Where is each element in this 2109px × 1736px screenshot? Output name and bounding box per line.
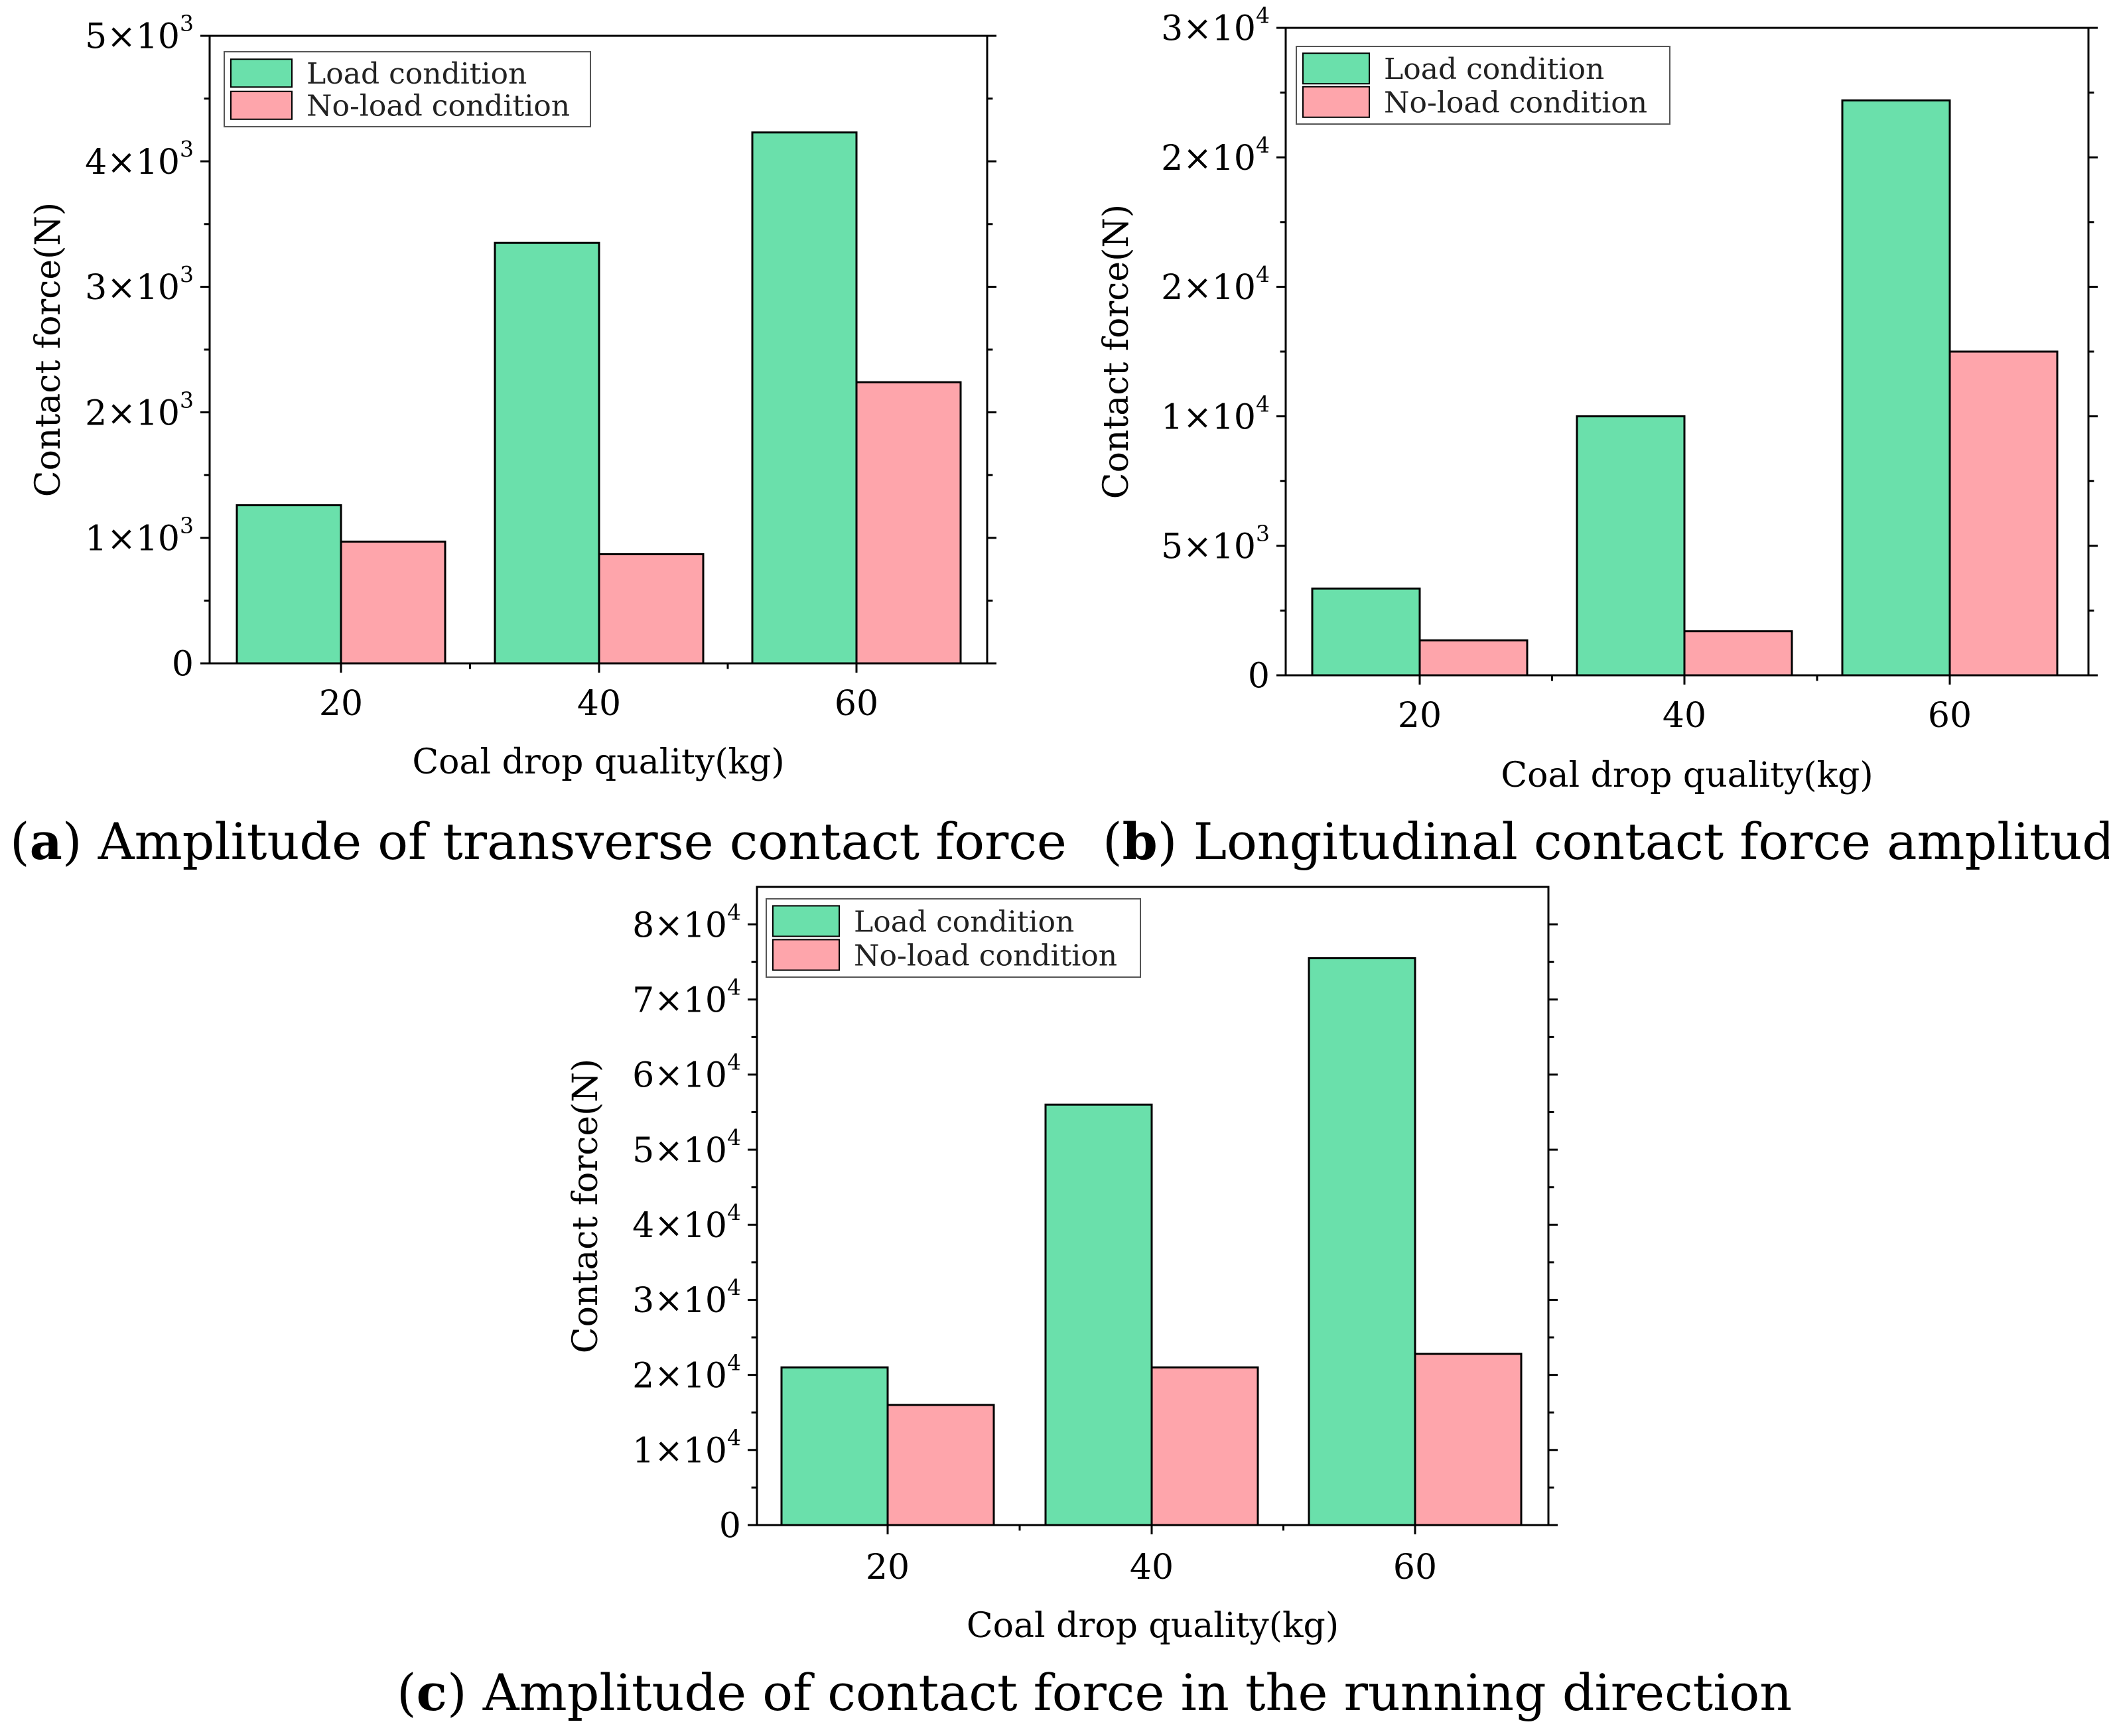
bar-noload-60 (1414, 1353, 1523, 1526)
legend-swatch-load (230, 58, 293, 88)
legend-label-load: Load condition (1384, 52, 1604, 86)
x-axis-label: Coal drop quality(kg) (1501, 756, 1873, 795)
bars (236, 131, 962, 665)
caption-text: Longitudinal contact force amplitude (1193, 812, 2109, 871)
x-tick-label: 60 (1393, 1548, 1437, 1587)
bar-noload-40 (1683, 630, 1793, 677)
legend-label-noload: No-load condition (306, 90, 570, 123)
y-tick-label: 3×103 (85, 261, 194, 308)
x-tick-label: 40 (1130, 1548, 1174, 1587)
y-tick-label: 1×104 (1161, 391, 1270, 437)
panel-caption: (c) Amplitude of contact force in the ru… (397, 1663, 1792, 1722)
y-tick-label: 5×103 (85, 11, 194, 57)
y-tick-label: 2×104 (1161, 132, 1270, 178)
legend-label-load: Load condition (854, 905, 1074, 939)
y-tick-label: 6×104 (632, 1049, 741, 1096)
x-axis-label: Coal drop quality(kg) (412, 742, 784, 782)
y-axis-label: Contact force(N) (29, 202, 68, 497)
y-tick-label: 4×104 (632, 1199, 741, 1246)
y-tick-label: 2×104 (632, 1349, 741, 1396)
y-axis: 0 5×103 1×104 2×104 2×104 3×104 (1161, 3, 2098, 697)
y-tick-label: 2×103 (85, 387, 194, 433)
legend-label-load: Load condition (306, 57, 527, 91)
bar-load-40 (1576, 415, 1686, 677)
bar-load-40 (1044, 1103, 1153, 1526)
bars (1311, 99, 2059, 677)
bar-noload-60 (1948, 350, 2059, 677)
legend-swatch-load (1302, 52, 1370, 85)
y-tick-label: 4×103 (85, 136, 194, 182)
legend-swatch-noload (230, 90, 293, 120)
x-axis-label: Coal drop quality(kg) (967, 1606, 1339, 1646)
y-axis: 0 1×104 2×104 3×104 4×104 5×104 6×104 7×104 8×10… (632, 899, 1558, 1546)
x-axis: 20 40 60 (1398, 675, 1972, 736)
y-tick-label: 3×104 (632, 1274, 741, 1321)
y-tick-label: 7×104 (632, 974, 741, 1020)
legend-swatch-noload (1302, 86, 1370, 118)
y-tick-label: 0 (719, 1506, 741, 1546)
bar-noload-20 (1418, 639, 1529, 677)
y-tick-label: 1×103 (85, 513, 194, 559)
bars (780, 957, 1523, 1526)
caption-letter: b (1123, 812, 1158, 871)
bar-noload-20 (886, 1404, 995, 1526)
y-tick-label: 0 (172, 645, 194, 685)
caption-text: Amplitude of transverse contact force (98, 812, 1067, 871)
bar-load-40 (494, 241, 600, 665)
y-axis-label: Contact force(N) (566, 1059, 606, 1353)
bar-load-20 (236, 504, 342, 665)
x-axis: 20 40 60 (866, 1525, 1437, 1587)
y-tick-label: 2×104 (1161, 261, 1270, 308)
bar-load-60 (1841, 99, 1951, 677)
bar-noload-60 (855, 381, 962, 665)
bar-load-20 (1311, 587, 1421, 677)
chart-panel-b: 0 5×103 1×104 2×104 2×104 3×104 20 40 60 Coal dro… (1097, 3, 2109, 871)
x-tick-label: 20 (866, 1548, 910, 1587)
x-tick-label: 40 (1663, 696, 1706, 736)
bar-noload-20 (340, 540, 446, 665)
y-tick-label: 1×104 (632, 1425, 741, 1471)
y-tick-label: 3×104 (1161, 3, 1270, 49)
x-tick-label: 20 (1398, 696, 1442, 736)
legend-swatch-load (772, 905, 840, 937)
y-tick-label: 5×104 (632, 1124, 741, 1171)
x-tick-label: 40 (577, 684, 621, 724)
x-tick-label: 60 (835, 684, 878, 724)
chart-panels: 0 1×103 2×103 3×103 4×103 5×103 20 40 60 Coal dro… (10, 3, 2109, 1722)
legend-swatch-noload (772, 939, 840, 971)
panel-caption: (b) Longitudinal contact force amplitude (1103, 812, 2109, 871)
bar-load-20 (780, 1366, 889, 1526)
panel-caption: (a) Amplitude of transverse contact forc… (10, 812, 1067, 871)
bar-noload-40 (598, 553, 705, 665)
x-tick-label: 20 (319, 684, 363, 724)
caption-letter: c (417, 1663, 447, 1722)
legend-label-noload: No-load condition (854, 939, 1117, 972)
bar-noload-40 (1150, 1366, 1259, 1526)
legend-label-noload: No-load condition (1384, 86, 1647, 120)
caption-letter: a (30, 812, 62, 871)
caption-text: Amplitude of contact force in the runnin… (482, 1663, 1792, 1722)
y-axis: 0 1×103 2×103 3×103 4×103 5×103 (85, 11, 996, 685)
chart-panel-a: 0 1×103 2×103 3×103 4×103 5×103 20 40 60 Coal dro… (10, 11, 1067, 871)
y-tick-label: 0 (1248, 657, 1270, 697)
y-tick-label: 8×104 (632, 899, 741, 945)
chart-panel-c: 0 1×104 2×104 3×104 4×104 5×104 6×104 7×104 8×10… (397, 886, 1792, 1722)
bar-load-60 (1308, 957, 1416, 1526)
y-axis-label: Contact force(N) (1097, 204, 1136, 499)
x-tick-label: 60 (1928, 696, 1972, 736)
bar-load-60 (751, 131, 858, 665)
y-tick-label: 5×103 (1161, 521, 1270, 567)
x-axis: 20 40 60 (319, 663, 878, 724)
